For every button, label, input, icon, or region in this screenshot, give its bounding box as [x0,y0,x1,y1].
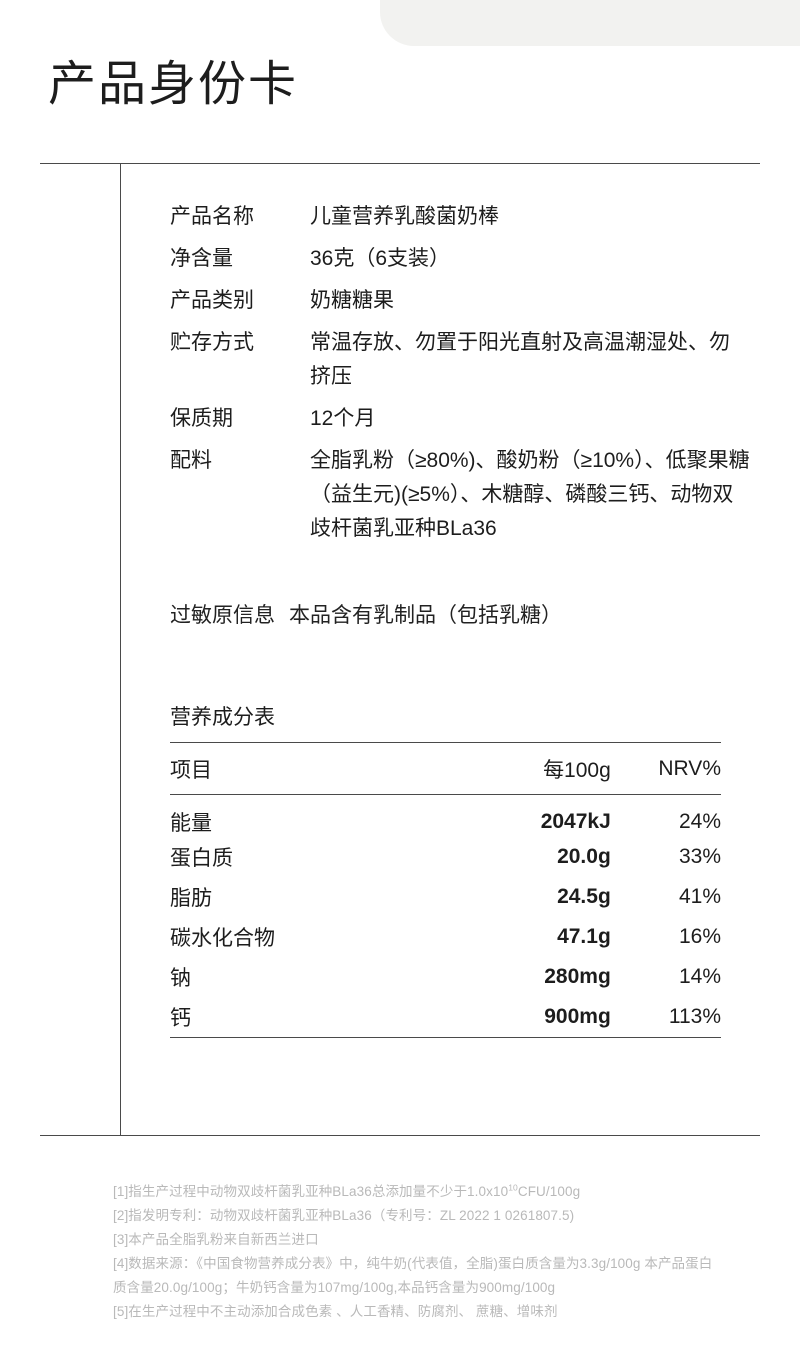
spec-label: 贮存方式 [170,331,254,354]
cell-nrv: 14% [678,965,721,988]
cell-per100g: 20.0g [557,845,611,868]
spec-label: 配料 [170,449,212,472]
footnote-1-suffix: CFU/100g [517,1184,581,1199]
spec-value: 常温存放、勿置于阳光直射及高温潮湿处、勿挤压 [310,331,730,388]
cell-per100g: 900mg [544,1004,611,1028]
footnotes: [1]指生产过程中动物双歧杆菌乳亚种BLa36总添加量不少于1.0x1010CF… [113,1180,713,1324]
cell-item: 能量 [170,812,212,835]
table-bottom-rule-row [170,1036,721,1038]
footnote-1-exponent: 10 [508,1182,518,1193]
spec-value: 12个月 [310,407,376,430]
spec-row: 产品名称 儿童营养乳酸菌奶棒 [170,200,750,234]
cell-nrv: 41% [678,885,721,908]
column-header-item: 项目 [170,758,212,782]
column-header-per100g: 每100g [543,758,611,782]
table-row: 能量 2047kJ 24% [170,795,721,838]
nutrition-header-row: 项目 每100g NRV% [170,742,721,795]
allergen-label: 过敏原信息 [170,604,275,627]
spec-row: 配料 全脂乳粉（≥80%)、酸奶粉（≥10%）、低聚果糖（益生元)(≥5%）、木… [170,444,750,546]
spec-row: 产品类别 奶糖糖果 [170,284,750,318]
nutrition-table-foot [170,1036,721,1038]
cell-nrv: 24% [678,810,721,833]
allergen-info: 过敏原信息 本品含有乳制品（包括乳糖） [170,600,750,632]
cell-per100g: 24.5g [557,885,611,908]
cell-per100g: 2047kJ [540,810,611,833]
footnote-4: [4]数据来源：《中国食物营养成分表》中，纯牛奶(代表值，全脂)蛋白质含量为3.… [113,1256,713,1295]
cell-nrv: 16% [678,925,721,948]
footnote-2: [2]指发明专利：动物双歧杆菌乳亚种BLa36（专利号：ZL 2022 1 02… [113,1208,575,1223]
cell-per100g: 280mg [544,965,611,988]
cell-per100g: 47.1g [557,925,611,948]
cell-item: 碳水化合物 [170,927,275,950]
cell-item: 钠 [170,967,191,990]
top-right-decorative-panel [380,0,800,46]
spec-row: 贮存方式 常温存放、勿置于阳光直射及高温潮湿处、勿挤压 [170,326,750,394]
cell-nrv: 33% [678,845,721,868]
divider-vertical [120,164,121,1135]
spec-value: 全脂乳粉（≥80%)、酸奶粉（≥10%）、低聚果糖（益生元)(≥5%）、木糖醇、… [310,449,750,540]
table-bottom-rule [170,1036,721,1038]
cell-item: 钙 [170,1006,191,1030]
table-row: 脂肪 24.5g 41% [170,877,721,917]
spec-label: 净含量 [170,247,233,270]
footnote-1: [1]指生产过程中动物双歧杆菌乳亚种BLa36总添加量不少于1.0x1010CF… [113,1180,713,1204]
spec-value: 儿童营养乳酸菌奶棒 [310,205,499,228]
spec-value: 奶糖糖果 [310,289,394,312]
footnote-5: [5]在生产过程中不主动添加合成色素 、人工香精、防腐剂、 蔗糖、增味剂 [113,1304,558,1319]
footnote-1-text: [1]指生产过程中动物双歧杆菌乳亚种BLa36总添加量不少于1.0x10 [113,1184,509,1199]
column-header-nrv: NRV% [658,756,721,780]
spec-label: 产品类别 [170,289,254,312]
divider-bottom [40,1135,760,1136]
divider-top [40,163,760,164]
cell-nrv: 113% [668,1004,721,1028]
spec-row: 净含量 36克（6支装） [170,242,750,276]
nutrition-table-head: 项目 每100g NRV% [170,742,721,795]
nutrition-table: 项目 每100g NRV% 能量 2047kJ 24% 蛋白质 20.0g 33… [170,742,721,1038]
spec-label: 产品名称 [170,205,254,228]
cell-item: 脂肪 [170,887,212,910]
cell-item: 蛋白质 [170,847,233,870]
nutrition-table-body: 能量 2047kJ 24% 蛋白质 20.0g 33% 脂肪 24.5g 41%… [170,795,721,1038]
table-row: 钙 900mg 113% [170,997,721,1037]
nutrition-table-heading: 营养成分表 [170,706,275,729]
page-title: 产品身份卡 [48,58,299,111]
product-spec-list: 产品名称 儿童营养乳酸菌奶棒 净含量 36克（6支装） 产品类别 奶糖糖果 贮存… [170,200,750,554]
table-row: 蛋白质 20.0g 33% [170,837,721,877]
table-row: 碳水化合物 47.1g 16% [170,917,721,957]
spec-value: 36克（6支装） [310,247,451,270]
spec-row: 保质期 12个月 [170,402,750,436]
spec-label: 保质期 [170,407,233,430]
table-row: 钠 280mg 14% [170,957,721,997]
footnote-3: [3]本产品全脂乳粉来自新西兰进口 [113,1232,319,1247]
allergen-value: 本品含有乳制品（包括乳糖） [289,604,562,627]
